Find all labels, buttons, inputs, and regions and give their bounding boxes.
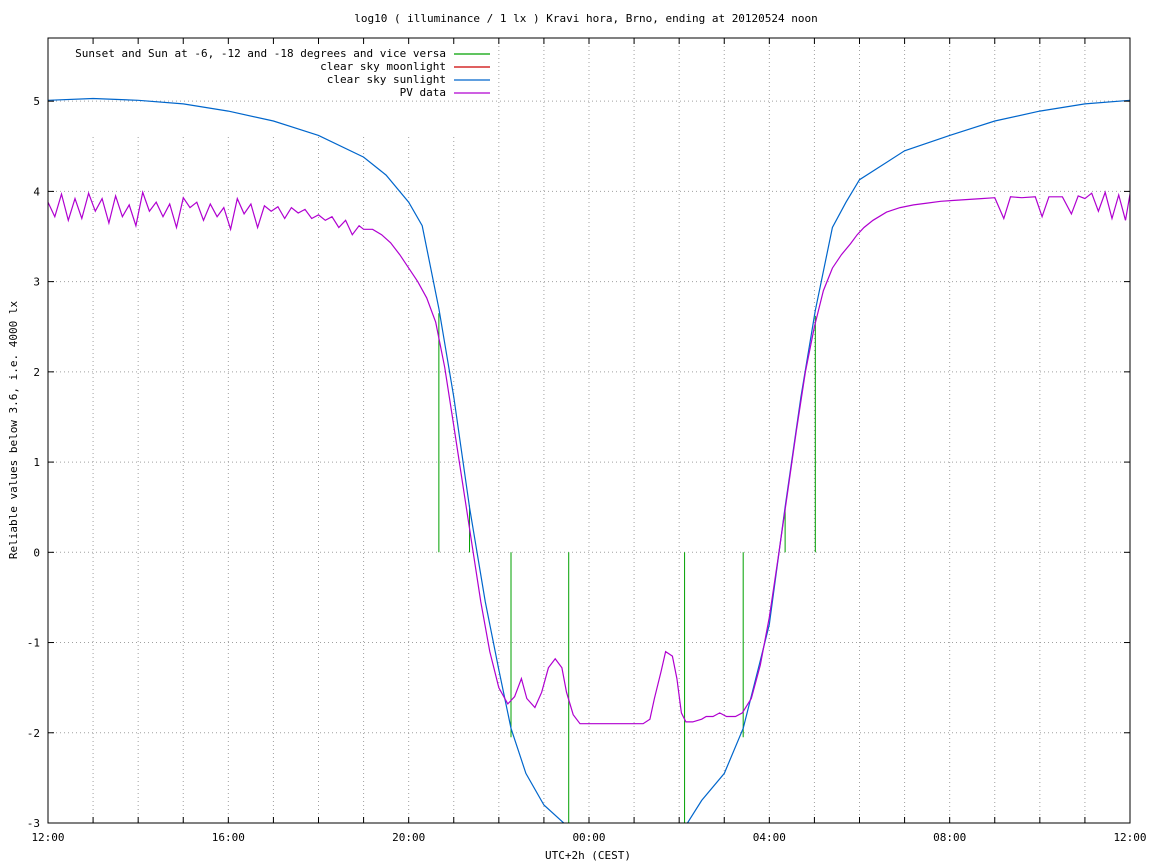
x-tick-label: 04:00 [753,831,786,844]
y-axis-label: Reliable values below 3.6, i.e. 4000 lx [7,300,20,559]
y-tick-label: -1 [27,637,40,650]
plot-area [48,97,1130,823]
series-line-4 [48,190,1130,725]
y-tick-label: 5 [33,95,40,108]
y-tick-label: 0 [33,546,40,559]
legend-label: PV data [400,86,446,99]
grid [48,38,1130,823]
y-tick-label: -3 [27,817,40,830]
legend-label: Sunset and Sun at -6, -12 and -18 degree… [75,47,446,60]
y-tick-label: 4 [33,185,40,198]
x-tick-label: 12:00 [31,831,64,844]
x-tick-label: 00:00 [572,831,605,844]
legend: Sunset and Sun at -6, -12 and -18 degree… [75,47,490,99]
x-tick-label: 08:00 [933,831,966,844]
y-tick-label: -2 [27,727,40,740]
y-tick-label: 3 [33,276,40,289]
legend-label: clear sky sunlight [327,73,446,86]
legend-label: clear sky moonlight [320,60,446,73]
x-tick-label: 12:00 [1113,831,1146,844]
chart-title: log10 ( illuminance / 1 lx ) Kravi hora,… [354,12,818,25]
y-tick-label: 1 [33,456,40,469]
y-tick-label: 2 [33,366,40,379]
x-axis-label: UTC+2h (CEST) [545,849,631,862]
x-tick-label: 20:00 [392,831,425,844]
x-tick-label: 16:00 [212,831,245,844]
series-line-3 [48,97,1130,823]
